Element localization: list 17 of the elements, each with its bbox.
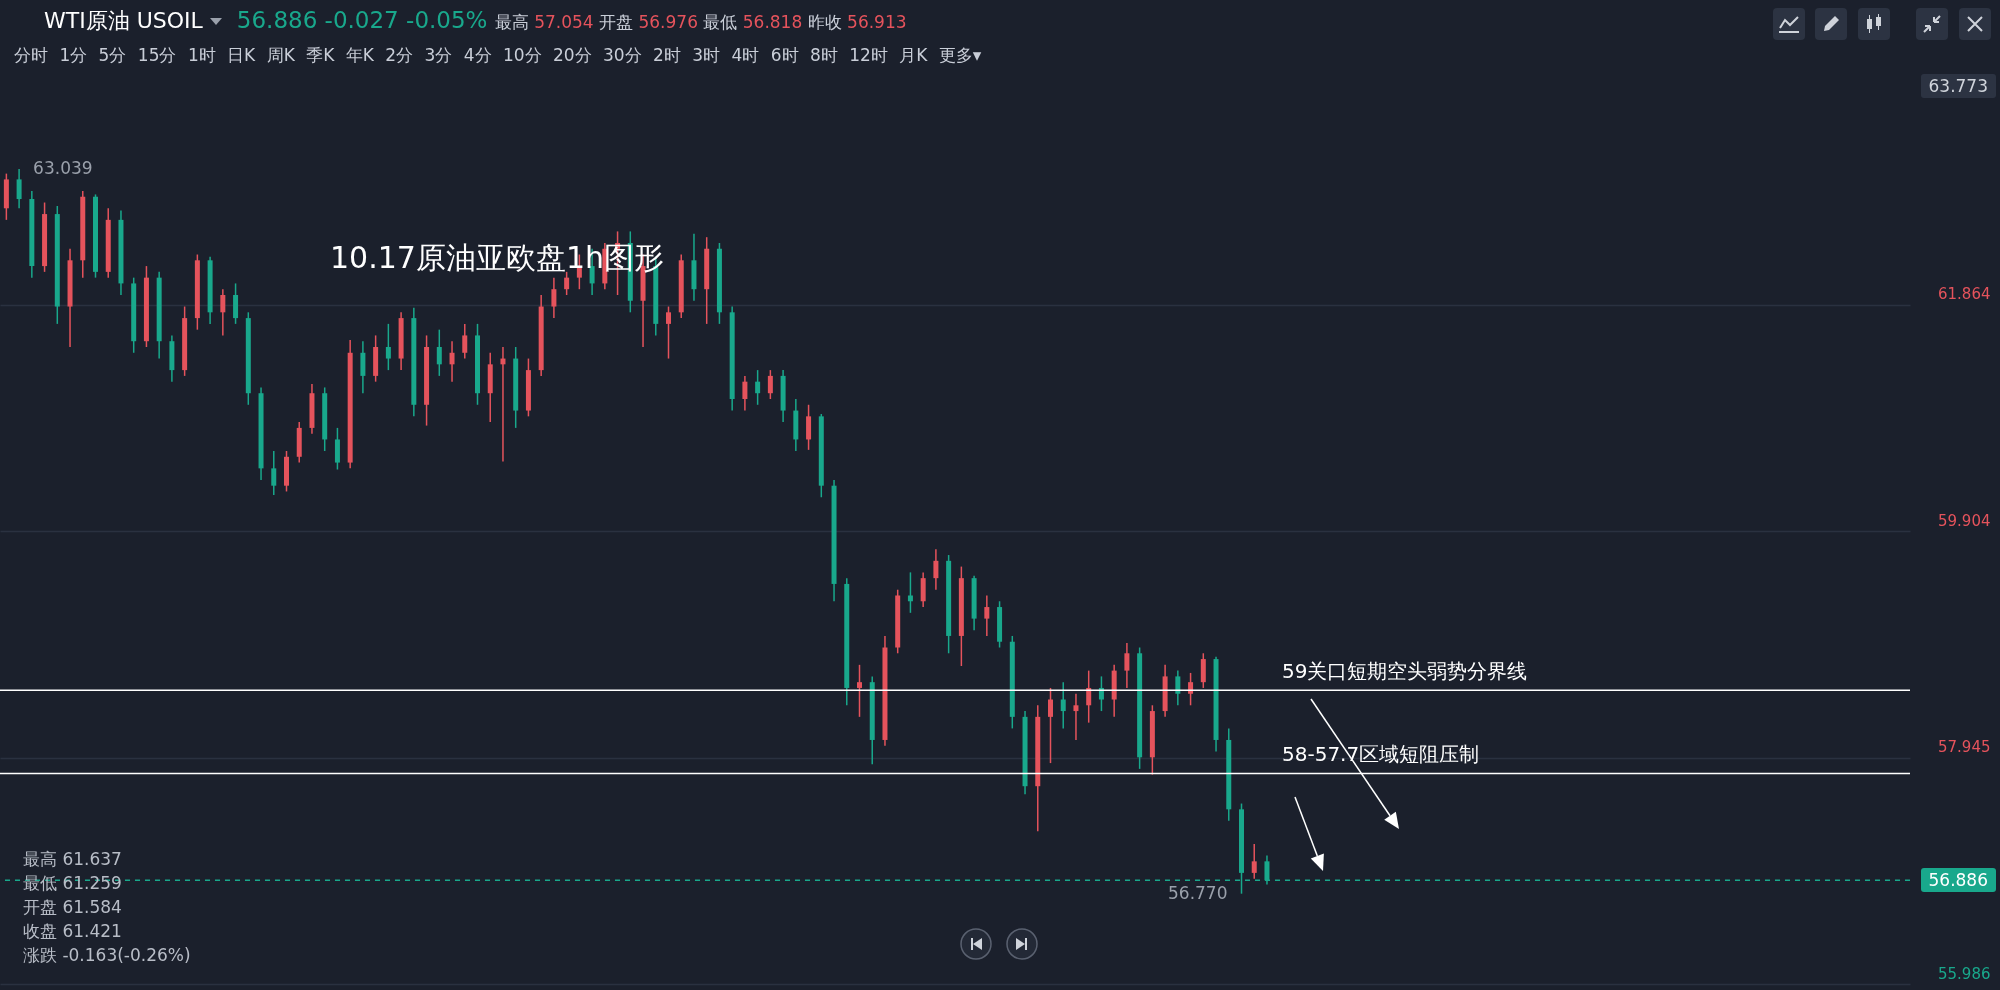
annotation: 最高 61.637 (23, 848, 122, 871)
chart-title: WTI原油 USOIL (44, 8, 203, 33)
text: 63.773 (1920, 74, 1996, 98)
y-tick-label: 57.945 (1938, 738, 1991, 757)
annotation: 63.039 (33, 158, 93, 179)
annotation: 56.770 (1168, 882, 1228, 903)
y-tick-label: 55.986 (1938, 964, 1991, 983)
annotation: 涨跌 -0.163(-0.26%) (23, 944, 191, 967)
annotation: 开盘 61.584 (23, 896, 122, 919)
y-tick-label: 59.904 (1938, 511, 1991, 530)
y-tick-label: 61.864 (1938, 285, 1991, 304)
annotation: 收盘 61.421 (23, 920, 122, 943)
annotation: 最低 61.259 (23, 872, 122, 895)
ref-line-label: 56.886 (1920, 868, 1996, 893)
ref-line-label: 59关口短期空头弱势分界线 (1282, 659, 1528, 684)
text: 56.886 -0.027 -0.05% 最高 57.054 开盘 56.976 最低 56.818 昨收 56.913 (236, 7, 907, 33)
text: 分时 1分 5分 15分 1时 日K 周K 季K 年K 2分 3分 4分 10分 20分 30分 2时 3时 4时 6时 8时 12时 月K 更多▾ (14, 44, 982, 67)
